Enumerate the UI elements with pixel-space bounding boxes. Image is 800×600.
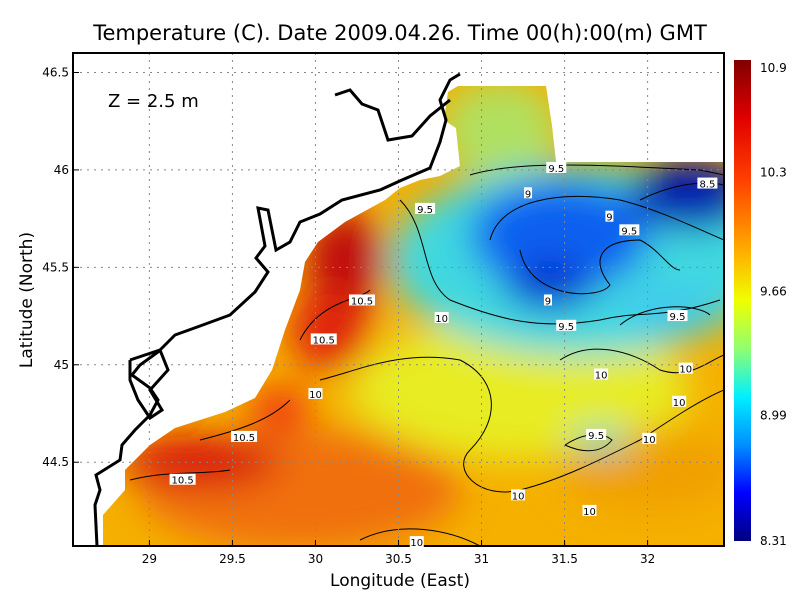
contour-label: 9.5 [417, 205, 433, 216]
colorbar-tick-label: 8.99 [760, 409, 787, 423]
contour-label: 10 [583, 507, 596, 518]
contour-label-bg [415, 202, 436, 214]
contour-label-bg [667, 310, 688, 322]
contour-label: 9.5 [548, 164, 564, 175]
contour-label: 10 [595, 371, 608, 382]
x-tick-label: 29.5 [219, 552, 246, 566]
contour-label-bg [543, 294, 552, 306]
contour-label-bg [619, 224, 640, 236]
contour-label: 9.5 [558, 322, 574, 333]
contour-label: 10 [435, 314, 448, 325]
contour-label: 10 [410, 538, 423, 549]
contour-label-bg [586, 428, 607, 440]
colorbar-tick-label: 9.66 [760, 284, 787, 298]
contour-label-bg [511, 489, 526, 501]
y-tick-label: 45.5 [42, 260, 69, 274]
y-tick-label: 44.5 [42, 455, 69, 469]
contour-label: 9.5 [588, 431, 604, 442]
contour-label-bg [310, 333, 337, 345]
contour-label-bg [697, 177, 718, 189]
contour-label: 9.5 [670, 312, 686, 323]
coastline [93, 72, 461, 547]
x-tick-label: 29 [142, 552, 157, 566]
y-axis-ticks: 46.5 46 45.5 45 44.5 [42, 65, 79, 469]
x-axis-ticks: 29 29.5 30 30.5 31 31.5 32 [142, 540, 655, 566]
contour-label: 10.5 [233, 433, 255, 444]
colorbar [734, 60, 751, 541]
contour-label: 10.5 [313, 335, 335, 346]
contour-label: 10 [679, 365, 692, 376]
colorbar-tick-label: 8.31 [760, 534, 787, 548]
contour-label: 10 [512, 491, 525, 502]
contour-label-bg [434, 312, 449, 324]
contour-label: 9 [545, 296, 551, 307]
contour-label-bg [348, 294, 375, 306]
grid-lines [73, 53, 724, 546]
contour-label-bg [672, 395, 687, 407]
contour-label-bg [678, 362, 693, 374]
contour-label: 10.5 [351, 296, 373, 307]
colorbar-tick-label: 10.3 [760, 165, 787, 179]
contour-label: 8.5 [699, 180, 715, 191]
chart-title: Temperature (C). Date 2009.04.26. Time 0… [92, 21, 707, 45]
x-tick-label: 30 [308, 552, 323, 566]
contour-label: 10 [309, 390, 322, 401]
x-tick-label: 32 [640, 552, 655, 566]
contour-label: 9 [606, 213, 612, 224]
contour-label-bg [409, 536, 424, 548]
contour-label: 10.5 [171, 476, 193, 487]
contour-label: 9.5 [621, 226, 637, 237]
contour-label-bg [605, 210, 614, 222]
x-tick-label: 31.5 [551, 552, 578, 566]
contour-label: 10 [673, 398, 686, 409]
contour-label-bg [556, 319, 577, 331]
y-tick-label: 45 [54, 358, 69, 372]
contour-label-bg [169, 473, 196, 485]
y-tick-label: 46.5 [42, 65, 69, 79]
contour-label-bg [524, 187, 533, 199]
contour-labels: 9.5 9 8.5 9.5 9 9.5 9 9.5 9.5 10.5 10.5 10 10 10 10 10 1… [169, 161, 718, 549]
x-tick-label: 30.5 [385, 552, 412, 566]
x-axis-label: Longitude (East) [330, 571, 470, 591]
x-tick-label: 31 [474, 552, 489, 566]
y-axis-label: Latitude (North) [17, 232, 37, 368]
contour-label-bg [308, 388, 323, 400]
y-tick-label: 46 [54, 163, 69, 177]
colorbar-tick-label: 10.9 [760, 61, 787, 75]
contour-label: 9 [525, 189, 531, 200]
colorbar-ticks: 10.9 10.3 9.66 8.99 8.31 [760, 61, 787, 548]
contour-label-bg [231, 430, 258, 442]
contour-label-bg [642, 432, 657, 444]
contour-label-bg [594, 368, 609, 380]
contour-label-bg [582, 504, 597, 516]
contour-label-bg [546, 161, 567, 173]
contour-label: 10 [643, 435, 656, 446]
depth-annotation: Z = 2.5 m [108, 91, 199, 112]
